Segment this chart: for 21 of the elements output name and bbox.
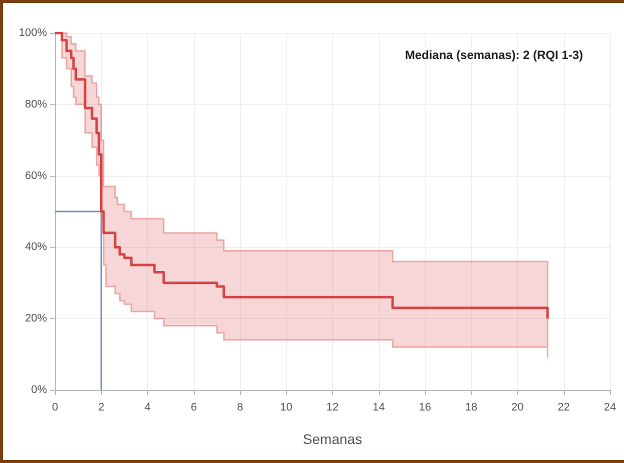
annotation: Mediana (semanas): 2 (RQI 1-3) <box>404 48 584 62</box>
x-tick-label: 0 <box>52 402 58 414</box>
y-tick-label: 100% <box>18 27 48 39</box>
y-tick-label: 40% <box>24 241 48 254</box>
x-tick-label: 14 <box>372 402 385 414</box>
x-tick-label: 22 <box>558 402 570 414</box>
y-tick-label: 20% <box>24 312 48 325</box>
x-tick-label: 20 <box>511 402 524 414</box>
x-axis-title: Semanas <box>302 431 362 447</box>
x-tick-label: 10 <box>280 402 292 414</box>
x-tick-label: 24 <box>604 402 616 414</box>
y-tick-label: 60% <box>24 170 48 182</box>
x-tick-label: 2 <box>98 402 104 414</box>
x-tick-label: 4 <box>144 402 151 414</box>
x-tick-label: 18 <box>465 402 478 414</box>
y-tick-label: 0% <box>31 384 48 396</box>
x-tick-label: 16 <box>418 402 432 414</box>
x-tick-label: 12 <box>326 402 339 414</box>
x-tick-label: 8 <box>236 402 244 414</box>
x-tick-label: 6 <box>190 402 197 414</box>
y-tick-label: 80% <box>24 98 48 110</box>
